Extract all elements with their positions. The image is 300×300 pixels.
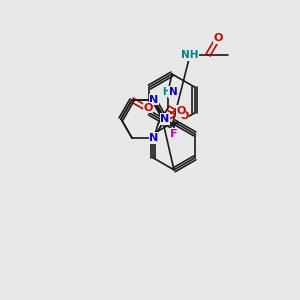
Text: F: F: [170, 129, 178, 139]
Text: NH: NH: [181, 50, 199, 60]
Text: O: O: [213, 33, 223, 43]
Text: O: O: [176, 106, 186, 116]
Text: N: N: [169, 87, 177, 97]
Text: O: O: [143, 103, 153, 113]
Text: O: O: [179, 111, 189, 121]
Text: N: N: [160, 114, 169, 124]
Text: H: H: [162, 87, 170, 97]
Text: N: N: [149, 133, 159, 143]
Text: N: N: [149, 95, 159, 105]
